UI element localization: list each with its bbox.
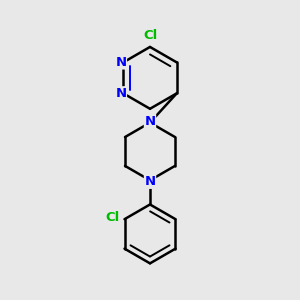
Text: N: N [144,115,156,128]
Text: Cl: Cl [143,29,157,42]
Text: N: N [115,56,126,69]
Text: Cl: Cl [105,211,119,224]
Text: N: N [115,87,126,100]
Text: N: N [144,175,156,188]
